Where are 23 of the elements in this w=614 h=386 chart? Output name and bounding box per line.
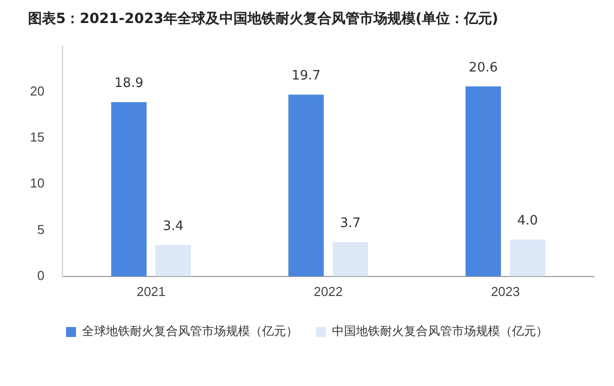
legend-label: 全球地铁耐火复合风管市场规模（亿元） (82, 324, 298, 338)
x-tick-label: 2022 (314, 284, 343, 299)
data-label: 20.6 (468, 60, 498, 76)
x-tick-label: 2021 (136, 284, 166, 299)
y-tick-label: 20 (30, 84, 44, 98)
bar (332, 242, 368, 276)
bar (288, 94, 324, 276)
y-tick-label: 10 (30, 176, 44, 191)
y-tick-label: 0 (37, 268, 44, 283)
y-tick-label: 5 (37, 222, 44, 237)
data-label: 4.0 (517, 213, 538, 228)
bar (510, 240, 546, 276)
data-label: 3.4 (162, 218, 184, 234)
bar (466, 86, 501, 276)
data-label: 18.9 (114, 76, 144, 91)
y-tick-label: 15 (30, 130, 44, 145)
bar (155, 245, 191, 276)
chart-title: 图表5：2021-2023年全球及中国地铁耐火复合风管市场规模(单位：亿元) (27, 10, 500, 28)
x-tick-label: 2023 (490, 284, 520, 299)
data-label: 19.7 (292, 68, 321, 84)
legend-label: 中国地铁耐火复合风管市场规模（亿元） (332, 324, 548, 338)
data-label: 3.7 (340, 216, 361, 232)
bar (111, 102, 147, 276)
